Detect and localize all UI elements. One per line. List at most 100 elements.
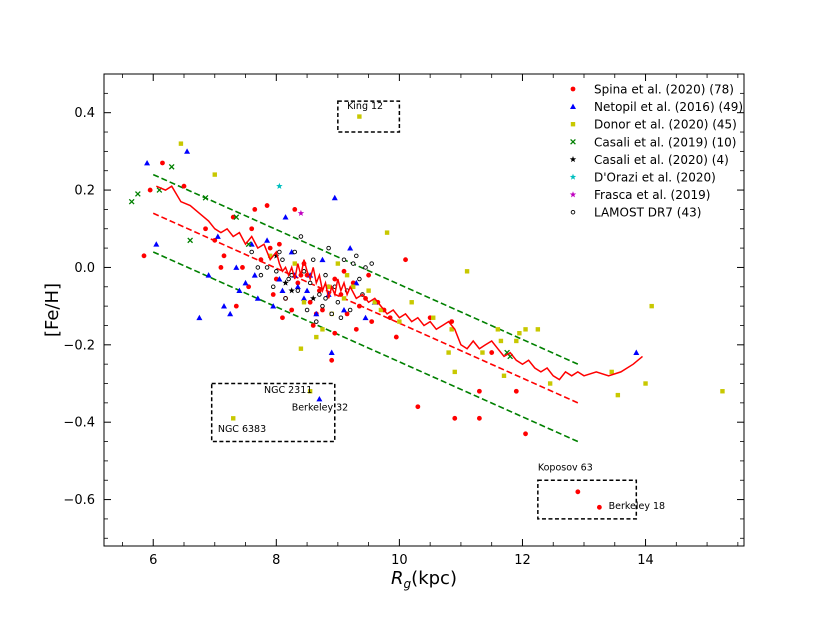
data-point bbox=[128, 198, 135, 205]
data-point bbox=[320, 307, 325, 313]
data-point bbox=[218, 265, 224, 270]
data-point bbox=[221, 303, 227, 309]
legend-label: D'Orazi et al. (2020) bbox=[594, 171, 716, 185]
data-point bbox=[495, 327, 501, 332]
data-point bbox=[320, 327, 325, 332]
data-point bbox=[720, 389, 725, 394]
annotation-label: Koposov 63 bbox=[538, 463, 593, 474]
data-point bbox=[242, 279, 249, 286]
data-point bbox=[283, 296, 288, 301]
data-point bbox=[270, 284, 276, 290]
data-point bbox=[452, 415, 458, 421]
data-point bbox=[249, 249, 254, 255]
legend-label: Frasca et al. (2019) bbox=[594, 188, 710, 202]
data-point bbox=[264, 203, 270, 208]
data-point bbox=[295, 288, 301, 293]
data-point bbox=[233, 303, 239, 309]
annotation-box-0 bbox=[337, 100, 401, 133]
data-point bbox=[415, 404, 421, 410]
legend-label: LAMOST DR7 (43) bbox=[594, 206, 701, 220]
legend-marker bbox=[569, 191, 577, 198]
data-point bbox=[317, 292, 322, 297]
data-point bbox=[366, 288, 371, 293]
data-point bbox=[298, 346, 304, 351]
data-point bbox=[252, 207, 258, 212]
annotation-label: King 12 bbox=[347, 101, 383, 112]
data-point bbox=[231, 416, 236, 421]
data-point bbox=[314, 319, 319, 324]
data-point bbox=[212, 237, 218, 243]
data-point bbox=[331, 194, 338, 201]
data-point bbox=[338, 315, 344, 320]
data-point bbox=[514, 338, 519, 344]
data-point bbox=[335, 300, 341, 305]
data-point bbox=[286, 276, 291, 282]
x-axis-label-main: R bbox=[391, 568, 404, 589]
running-trend-line bbox=[156, 185, 643, 381]
annotation-label: Berkeley 32 bbox=[292, 403, 349, 414]
data-point bbox=[267, 253, 273, 259]
data-point bbox=[387, 315, 393, 321]
data-point bbox=[292, 249, 298, 255]
data-point bbox=[270, 303, 277, 309]
series-6 bbox=[297, 209, 305, 217]
data-point bbox=[409, 300, 414, 305]
data-point bbox=[384, 230, 390, 235]
data-point bbox=[249, 226, 255, 232]
data-point bbox=[329, 311, 334, 317]
data-point bbox=[489, 350, 495, 355]
data-point bbox=[452, 369, 457, 375]
data-point bbox=[233, 264, 240, 270]
legend-marker bbox=[570, 122, 576, 127]
annotation-box-1 bbox=[210, 382, 336, 443]
series-1 bbox=[144, 148, 640, 402]
data-point bbox=[351, 284, 356, 289]
fit-line-2 bbox=[152, 251, 579, 443]
data-point bbox=[575, 489, 581, 495]
x-axis-label-unit: (kpc) bbox=[411, 568, 457, 589]
series-2 bbox=[178, 114, 725, 421]
legend: Spina et al. (2020) (78) Netopil et al. (… bbox=[569, 83, 743, 220]
data-point bbox=[357, 114, 362, 119]
series-5 bbox=[276, 182, 283, 189]
data-point bbox=[255, 265, 261, 270]
data-point bbox=[264, 265, 270, 270]
data-point bbox=[341, 296, 347, 301]
x-tick-label: 10 bbox=[391, 553, 408, 568]
data-point bbox=[310, 257, 316, 262]
data-point bbox=[301, 269, 307, 274]
data-point bbox=[341, 268, 347, 274]
data-point bbox=[347, 307, 353, 313]
data-point bbox=[329, 357, 335, 363]
data-point bbox=[344, 311, 350, 317]
legend-marker bbox=[570, 103, 576, 109]
data-point bbox=[310, 294, 317, 302]
data-point bbox=[276, 182, 283, 189]
data-point bbox=[316, 395, 323, 402]
legend-label: Casali et al. (2020) (4) bbox=[594, 153, 729, 167]
data-point bbox=[214, 233, 221, 239]
data-point bbox=[298, 234, 304, 239]
data-point bbox=[301, 295, 307, 301]
data-point bbox=[196, 314, 203, 321]
data-point bbox=[596, 504, 602, 510]
data-point bbox=[233, 214, 240, 221]
data-point bbox=[147, 187, 153, 193]
data-point bbox=[354, 253, 359, 259]
data-point bbox=[341, 307, 347, 313]
data-point bbox=[282, 279, 289, 286]
data-point bbox=[279, 287, 286, 294]
data-point bbox=[310, 323, 316, 328]
data-point bbox=[350, 261, 356, 266]
data-point bbox=[547, 381, 553, 386]
data-point bbox=[292, 207, 298, 212]
data-point bbox=[251, 272, 258, 278]
data-point bbox=[344, 272, 350, 278]
plot-area: King 12 NGC 2311 Berkeley 32 NGC 6383 Koposo… bbox=[128, 100, 725, 520]
data-point bbox=[369, 319, 375, 325]
data-point bbox=[236, 287, 243, 294]
data-point bbox=[403, 257, 408, 263]
data-point bbox=[258, 272, 264, 278]
data-point bbox=[320, 303, 325, 309]
